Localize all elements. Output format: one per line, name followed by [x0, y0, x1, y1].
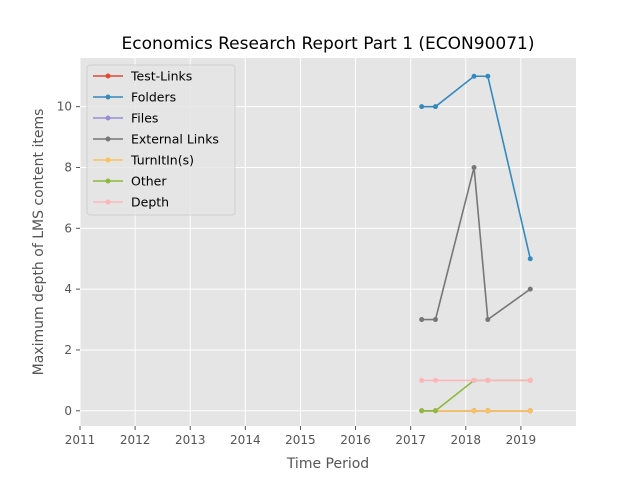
data-point-other [432, 408, 438, 414]
series-external-links [419, 164, 533, 323]
data-point-turnitin-s [485, 408, 491, 414]
y-tick-label: 2 [64, 343, 72, 357]
data-point-depth [471, 377, 477, 383]
x-axis-ticks: 2011 2012 2013 2014 2015 2016 2017 2018 2019 [65, 426, 536, 447]
y-axis-label: Maximum depth of LMS content items [31, 109, 47, 376]
chart-title: Economics Research Report Part 1 (ECON90… [122, 34, 535, 54]
x-tick-label: 2015 [285, 433, 316, 447]
legend-swatch-marker [105, 136, 111, 142]
legend-label: Folders [131, 90, 176, 105]
legend: Test-Links Folders Files External Links Turn… [86, 64, 236, 216]
x-tick-label: 2013 [175, 433, 206, 447]
data-point-folders [485, 73, 491, 79]
data-point-turnitin-s [527, 408, 533, 414]
x-tick-label: 2018 [451, 433, 482, 447]
data-point-depth [432, 377, 438, 383]
x-tick-label: 2016 [340, 433, 371, 447]
y-tick-label: 8 [64, 160, 72, 174]
x-tick-label: 2012 [120, 433, 151, 447]
legend-item: Folders [93, 90, 176, 105]
data-point-folders [471, 73, 477, 79]
data-point-folders [527, 256, 533, 262]
legend-label: Test-Links [130, 69, 192, 84]
legend-swatch-marker [105, 157, 111, 163]
legend-item: Test-Links [93, 69, 192, 84]
data-point-external-links [527, 286, 533, 292]
data-point-folders [419, 104, 425, 110]
legend-swatch-marker [105, 115, 111, 121]
legend-item: Depth [93, 195, 169, 210]
legend-swatch-marker [105, 73, 111, 79]
legend-frame [86, 64, 236, 216]
data-series [419, 73, 533, 414]
data-point-depth [419, 377, 425, 383]
data-point-external-links [419, 317, 425, 323]
data-point-folders [432, 104, 438, 110]
y-tick-label: 0 [64, 404, 72, 418]
y-axis-ticks: 0 2 4 6 8 10 [57, 100, 80, 418]
y-tick-label: 6 [64, 221, 72, 235]
y-tick-label: 4 [64, 282, 72, 296]
legend-item: TurnItIn(s) [93, 153, 194, 168]
data-point-external-links [432, 317, 438, 323]
data-point-external-links [485, 317, 491, 323]
data-point-external-links [471, 164, 477, 170]
data-point-turnitin-s [471, 408, 477, 414]
data-point-depth [527, 377, 533, 383]
data-point-other [419, 408, 425, 414]
legend-swatch-marker [105, 199, 111, 205]
legend-label: Other [131, 174, 167, 189]
series-depth [419, 377, 533, 383]
legend-label: Files [131, 111, 158, 126]
legend-label: External Links [131, 132, 219, 147]
legend-item: External Links [93, 132, 219, 147]
series-folders [419, 73, 533, 262]
legend-item: Files [93, 111, 158, 126]
legend-item: Other [93, 174, 167, 189]
legend-swatch-marker [105, 178, 111, 184]
legend-swatch-marker [105, 94, 111, 100]
legend-label: TurnItIn(s) [130, 153, 194, 168]
x-tick-label: 2017 [395, 433, 426, 447]
legend-label: Depth [131, 195, 169, 210]
x-tick-label: 2019 [506, 433, 537, 447]
x-tick-label: 2011 [65, 433, 96, 447]
y-tick-label: 10 [57, 100, 72, 114]
x-tick-label: 2014 [230, 433, 261, 447]
x-axis-label: Time Period [286, 456, 369, 472]
data-point-depth [485, 377, 491, 383]
